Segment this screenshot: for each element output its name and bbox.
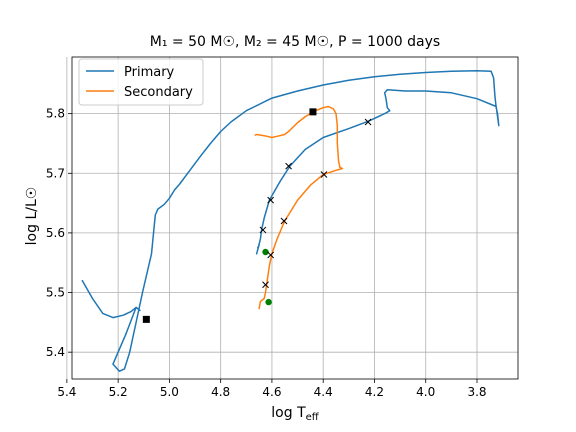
cross-marker xyxy=(285,162,292,170)
cross-marker xyxy=(259,226,267,234)
x-tick-label: 4.8 xyxy=(211,385,230,399)
x-tick-label: 5.4 xyxy=(57,385,76,399)
x-axis: 5.4 5.2 5.0 4.8 4.6 4.4 4.2 4.0 3.8 xyxy=(57,379,487,399)
cross-marker xyxy=(364,118,372,126)
cross-marker-stroke xyxy=(280,217,288,225)
y-tick-label: 5.4 xyxy=(46,345,65,359)
y-tick-label: 5.5 xyxy=(46,286,65,300)
x-tick-label: 4.0 xyxy=(416,385,435,399)
cross-marker-stroke xyxy=(259,226,267,234)
legend: Primary Secondary xyxy=(78,58,204,106)
cross-marker-stroke xyxy=(267,196,275,204)
x-tick-label: 5.2 xyxy=(109,385,128,399)
x-tick-label: 5.0 xyxy=(160,385,179,399)
x-tick-label: 3.8 xyxy=(467,385,486,399)
cross-marker xyxy=(280,217,288,225)
cross-marker-stroke xyxy=(320,171,328,178)
legend-label-secondary: Secondary xyxy=(124,85,193,100)
cross-marker xyxy=(267,251,275,259)
x-tick-label: 4.4 xyxy=(314,385,333,399)
x-axis-label: log Teff xyxy=(271,405,319,423)
cross-marker xyxy=(320,171,328,178)
black-square-marker xyxy=(142,315,150,323)
y-tick-label: 5.8 xyxy=(46,107,65,121)
green-circle-marker xyxy=(265,298,272,306)
series-line-secondary xyxy=(254,105,344,310)
y-axis: 5.4 5.5 5.6 5.7 5.8 xyxy=(46,107,72,359)
green-circle-marker xyxy=(262,248,269,256)
cross-marker-stroke xyxy=(364,118,372,126)
cross-marker-stroke xyxy=(285,162,292,170)
cross-marker xyxy=(262,281,269,289)
grid xyxy=(66,57,518,379)
x-tick-label: 4.6 xyxy=(262,385,281,399)
y-tick-label: 5.7 xyxy=(46,166,65,180)
y-axis-label: log L/L☉ xyxy=(24,187,40,246)
chart-title: M₁ = 50 M☉, M₂ = 45 M☉, P = 1000 days xyxy=(150,34,440,50)
black-square-marker xyxy=(309,108,317,116)
cross-marker xyxy=(267,196,275,204)
plot-area xyxy=(81,69,500,372)
y-tick-label: 5.6 xyxy=(46,226,65,240)
legend-label-primary: Primary xyxy=(124,65,175,80)
axes-frame xyxy=(71,56,519,380)
cross-marker-stroke xyxy=(262,281,269,289)
cross-marker-stroke xyxy=(267,251,275,259)
x-tick-label: 4.2 xyxy=(365,385,384,399)
series-line-primary xyxy=(81,69,500,372)
